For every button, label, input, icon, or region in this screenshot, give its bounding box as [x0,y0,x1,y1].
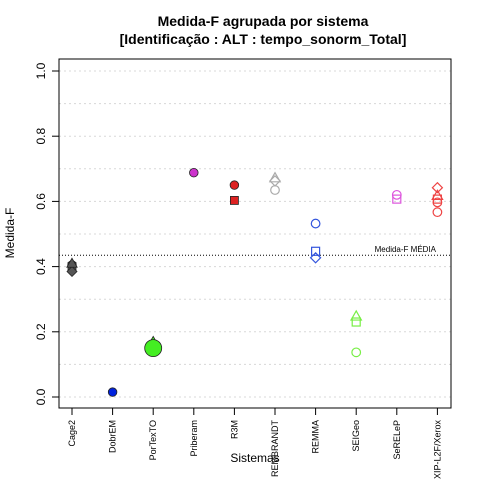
data-point-square [392,194,402,204]
data-point-square [432,194,442,204]
x-axis-label: Sistemas [230,451,279,465]
data-point-diamond [269,175,281,187]
x-tick-label: XIP-L2F/Xerox [432,420,442,480]
data-point-circle [310,218,321,229]
x-tick-label: PorTexTO [148,420,158,460]
data-point-triangle [66,257,78,268]
reference-line: Medida-F MÉDIA [59,245,451,256]
x-tick-label: SeRELeP [392,420,402,460]
data-point-circle [229,180,240,190]
data-point-triangle [268,171,282,183]
x-tick-label: Cage2 [67,420,77,447]
reference-line-label: Medida-F MÉDIA [375,245,437,254]
data-points [66,168,444,397]
data-point-circle [432,197,443,208]
x-tick-label: SEIGeo [351,420,361,452]
x-tick-label: Priberam [189,420,199,457]
grid-lines [59,70,451,398]
y-tick-label: 0.4 [34,258,48,275]
y-axis: 0.0 0.2 0.4 0.6 0.8 1.0 [34,62,59,405]
x-axis: Cage2 DobrEM PorTexTO Priberam R3M REMBRANDT R… [67,408,442,479]
y-tick-label: 1.0 [34,62,48,79]
chart-title-line1: Medida-F agrupada por sistema [158,13,369,29]
y-tick-label: 0.0 [34,388,48,405]
x-tick-label: R3M [229,420,239,439]
data-point-square [351,317,361,327]
data-point-triangle [349,309,363,321]
plot-frame [58,58,452,409]
x-tick-label: REMBRANDT [270,420,280,478]
data-point-circle [432,207,443,218]
data-point-square [229,196,239,205]
data-point-circle [107,387,118,397]
data-point-square [311,246,321,256]
data-point-circle [189,168,199,178]
chart-title-line2: [Identificação : ALT : tempo_sonorm_Tota… [120,31,407,47]
data-point-circle [270,185,280,195]
data-point-diamond [431,181,444,194]
y-tick-label: 0.2 [34,323,48,340]
y-axis-label: Medida-F [3,208,17,259]
data-point-diamond [66,265,78,278]
x-tick-label: DobrEM [108,420,118,453]
y-tick-label: 0.8 [34,128,48,145]
y-tick-label: 0.6 [34,193,48,210]
data-point-large-circle [144,339,163,358]
data-point-diamond [309,251,322,264]
x-tick-label: REMMA [311,420,321,454]
data-point-circle [351,347,362,358]
